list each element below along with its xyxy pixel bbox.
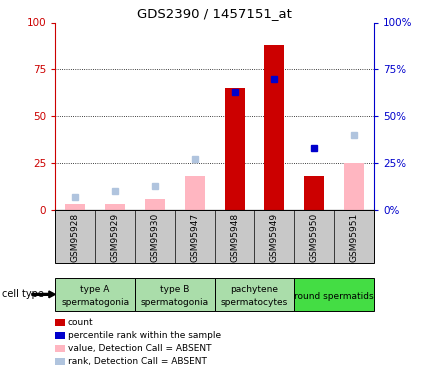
Bar: [304, 176, 324, 210]
Text: pachytene: pachytene: [230, 285, 278, 294]
Text: value, Detection Call = ABSENT: value, Detection Call = ABSENT: [68, 344, 212, 353]
Text: type A: type A: [80, 285, 110, 294]
Bar: [55, 278, 135, 311]
Bar: [105, 206, 125, 210]
Bar: [135, 278, 215, 311]
Bar: [294, 278, 374, 311]
Bar: [344, 163, 364, 210]
Text: GSM95951: GSM95951: [350, 213, 359, 262]
Text: GSM95930: GSM95930: [150, 213, 159, 262]
Bar: [65, 206, 85, 210]
Text: GSM95950: GSM95950: [310, 213, 319, 262]
Text: rank, Detection Call = ABSENT: rank, Detection Call = ABSENT: [68, 357, 207, 366]
Bar: [215, 278, 294, 311]
Bar: [65, 204, 85, 210]
Text: round spermatids: round spermatids: [295, 292, 374, 301]
Text: count: count: [68, 318, 94, 327]
Text: GSM95929: GSM95929: [110, 213, 119, 262]
Bar: [264, 45, 284, 210]
Bar: [224, 88, 244, 210]
Text: spermatocytes: spermatocytes: [221, 298, 288, 307]
Text: cell type: cell type: [2, 290, 44, 299]
Text: type B: type B: [160, 285, 190, 294]
Text: GSM95928: GSM95928: [71, 213, 79, 262]
Bar: [185, 176, 205, 210]
Title: GDS2390 / 1457151_at: GDS2390 / 1457151_at: [137, 7, 292, 20]
Bar: [145, 199, 165, 210]
Text: GSM95949: GSM95949: [270, 213, 279, 262]
Text: spermatogonia: spermatogonia: [141, 298, 209, 307]
Text: GSM95947: GSM95947: [190, 213, 199, 262]
Text: percentile rank within the sample: percentile rank within the sample: [68, 331, 221, 340]
Bar: [105, 204, 125, 210]
Text: spermatogonia: spermatogonia: [61, 298, 129, 307]
Text: GSM95948: GSM95948: [230, 213, 239, 262]
